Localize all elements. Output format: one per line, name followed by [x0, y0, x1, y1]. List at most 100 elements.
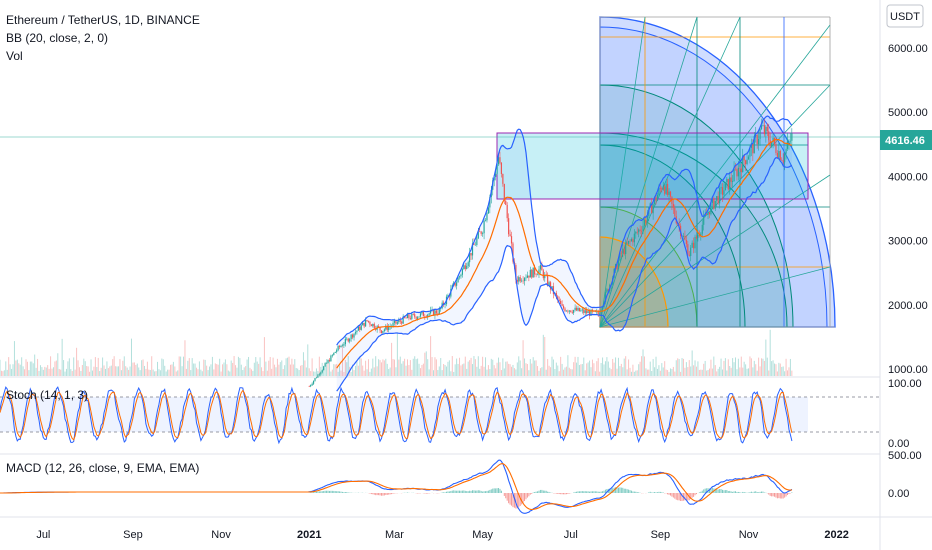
- candle-body: [538, 269, 540, 275]
- volume-bar: [207, 370, 209, 376]
- candle-body: [656, 194, 659, 201]
- macd-hist-bar: [743, 492, 745, 493]
- candle-body: [398, 320, 400, 323]
- candle-body: [351, 334, 354, 338]
- macd-hist-bar: [706, 488, 708, 493]
- candle-body: [714, 200, 716, 209]
- volume-bar: [645, 368, 647, 376]
- volume-bar: [643, 356, 645, 376]
- volume-bar: [102, 357, 104, 376]
- candle-body: [765, 126, 767, 135]
- volume-bar: [405, 365, 407, 376]
- price-axis[interactable]: 1000.00 2000.00 3000.00 4000.00 5000.00 6000.…: [888, 43, 928, 376]
- volume-bar: [550, 367, 552, 376]
- candle-body: [467, 262, 469, 266]
- macd-pane[interactable]: MACD (12, 26, close, 9, EMA, EMA) 500.00…: [0, 450, 922, 514]
- volume-bar: [148, 369, 150, 376]
- macd-hist-bar: [454, 490, 456, 493]
- volume-bar: [71, 371, 73, 376]
- candle-body: [762, 125, 764, 126]
- macd-hist-bar: [506, 493, 508, 501]
- volume-bar: [535, 360, 537, 376]
- macd-hist-bar: [761, 491, 763, 493]
- volume-bar: [314, 371, 316, 376]
- price-tick-label: 5000.00: [888, 107, 928, 119]
- time-tick-label: Sep: [123, 529, 143, 541]
- macd-hist-bar: [606, 488, 608, 493]
- macd-hist-bar: [443, 492, 445, 493]
- volume-bar: [508, 363, 510, 376]
- rectangle-drawing[interactable]: [496, 132, 809, 200]
- volume-bar: [330, 371, 332, 376]
- volume-bar: [161, 358, 163, 376]
- macd-hist-bar: [685, 493, 687, 501]
- volume-bar: [713, 356, 715, 376]
- volume-bar: [389, 367, 391, 376]
- currency-badge[interactable]: USDT: [886, 4, 924, 28]
- volume-bar: [597, 358, 599, 376]
- candle-body: [519, 277, 521, 282]
- macd-hist-bar: [479, 490, 481, 493]
- volume-bar: [233, 356, 235, 376]
- volume-bar: [64, 371, 66, 376]
- candle-body: [470, 253, 472, 256]
- volume-bar: [333, 364, 335, 376]
- volume-bar: [414, 356, 416, 376]
- macd-hist-bar: [593, 491, 595, 493]
- macd-hist-bar: [693, 493, 695, 497]
- macd-hist-bar: [492, 488, 494, 493]
- volume-bar: [779, 363, 781, 376]
- macd-hist-bar: [321, 491, 323, 493]
- candle-body: [772, 137, 774, 143]
- candle-body: [454, 282, 456, 286]
- volume-bar: [67, 361, 69, 376]
- volume-bar: [399, 356, 401, 376]
- macd-hist-bar: [318, 491, 320, 493]
- macd-hist-bar: [651, 492, 653, 493]
- candle-body: [635, 231, 637, 234]
- candle-body: [512, 243, 514, 262]
- volume-bar: [719, 366, 721, 376]
- volume-bar: [642, 349, 644, 376]
- macd-hist-bar: [691, 493, 693, 498]
- bb-upper-band[interactable]: [336, 115, 793, 346]
- volume-bar: [662, 367, 664, 376]
- macd-hist-bar: [779, 493, 781, 499]
- candle-body: [659, 187, 661, 189]
- volume-bar: [5, 361, 7, 376]
- time-axis[interactable]: Jul Sep Nov 2021 Mar May Jul Sep Nov 2022: [36, 529, 849, 541]
- volume-bar: [787, 370, 789, 376]
- macd-hist-bar: [612, 488, 614, 493]
- volume-bar: [440, 358, 442, 376]
- volume-bar: [649, 361, 651, 376]
- volume-bar: [31, 361, 33, 376]
- bb-lower-band[interactable]: [336, 157, 793, 392]
- macd-hist-bar: [538, 490, 540, 493]
- volume-bar: [661, 363, 663, 376]
- stoch-pane[interactable]: Stoch (14, 1, 3) 100.00 0.00: [0, 378, 922, 450]
- volume-bar: [39, 365, 41, 376]
- volume-bar: [126, 367, 128, 376]
- candle-body: [768, 131, 770, 141]
- macd-legend: MACD (12, 26, close, 9, EMA, EMA): [6, 461, 199, 475]
- volume-bar: [170, 364, 172, 376]
- volume-bar: [441, 370, 443, 376]
- candle-body: [729, 177, 731, 190]
- volume-bar: [698, 369, 700, 376]
- volume-bar: [596, 361, 598, 376]
- volume-bar: [362, 365, 364, 376]
- bb-basis-line[interactable]: [336, 138, 793, 369]
- volume-bar: [107, 368, 109, 376]
- volume-bar: [336, 363, 338, 376]
- volume-bar: [516, 362, 518, 376]
- macd-hist-bar: [732, 491, 734, 493]
- volume-bar: [68, 358, 70, 376]
- volume-bar: [418, 363, 420, 376]
- macd-hist-bar: [480, 490, 482, 493]
- gann-drawing[interactable]: [599, 16, 836, 328]
- macd-hist-bar: [649, 491, 651, 493]
- volume-bar: [684, 367, 686, 376]
- volume-bar: [119, 359, 121, 376]
- volume-bar: [217, 364, 219, 376]
